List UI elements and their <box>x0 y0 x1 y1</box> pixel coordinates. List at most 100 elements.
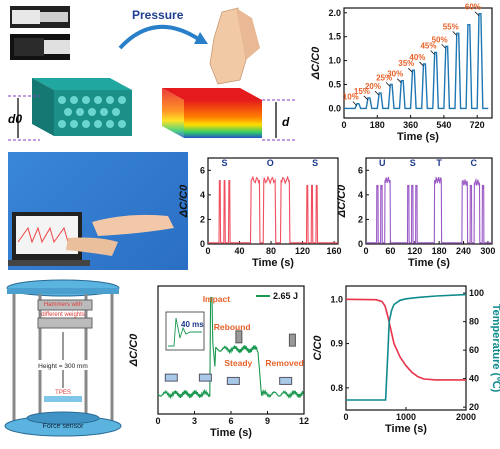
step-arrow <box>419 61 424 67</box>
y-tick-label: 4 <box>200 190 205 200</box>
y-right-tick-label: 20 <box>469 402 479 412</box>
step-arrow <box>474 11 480 17</box>
x-tick-label: 300 <box>480 246 495 256</box>
pressure-step-label: 60% <box>465 3 481 12</box>
x-tick-label: 1000 <box>396 412 416 422</box>
x-tick-label: 160 <box>327 246 342 256</box>
step-arrow <box>363 95 369 101</box>
uncompressed-block <box>32 78 132 136</box>
x-tick-label: 240 <box>456 246 471 256</box>
y-tick-label: 1.0 <box>328 56 341 66</box>
x-axis-label: Time (s) <box>385 423 427 435</box>
y-tick-label: 0.0 <box>328 103 341 113</box>
compressed-block <box>162 88 262 138</box>
letter-label: S <box>312 158 318 168</box>
x-tick-label: 2000 <box>456 412 476 422</box>
rebound-label: Rebound <box>214 322 251 332</box>
laptop-and-hand-icon <box>8 212 174 266</box>
x-tick-label: 0 <box>155 416 160 426</box>
d0-label: d0 <box>8 112 22 126</box>
y-tick-label: 2.0 <box>328 8 341 18</box>
legend-label: 2.65 J <box>273 291 298 301</box>
sample-photos <box>10 6 70 60</box>
letter-label: S <box>222 158 228 168</box>
pressure-arrow-icon <box>118 24 202 50</box>
removed-label: Removed <box>265 358 303 368</box>
step-arrow <box>352 101 358 106</box>
pressure-step-label: 50% <box>432 35 448 44</box>
y-axis-label: ΔC/C0 <box>178 184 190 218</box>
pressure-series-line <box>344 13 489 110</box>
hammer-icon <box>235 330 243 344</box>
y-tick-label: 2 <box>358 214 363 224</box>
y-tick-label: 6 <box>358 165 363 175</box>
x-tick-label: 180 <box>432 246 447 256</box>
plot-frame <box>343 7 493 119</box>
x-axis-label: Time (s) <box>397 131 439 143</box>
capacitance-series-line <box>345 298 466 381</box>
letter-label: S <box>410 158 416 168</box>
step-arrow <box>385 82 391 87</box>
x-tick-label: 6 <box>228 416 233 426</box>
y-tick-label: 0.9 <box>330 339 343 349</box>
y-axis-label: ΔC/C0 <box>128 333 140 367</box>
inset-line <box>168 317 202 347</box>
hammer-icon <box>288 333 296 347</box>
chart-b-pressure-steps: 0 180 360 540 720 0.0 0.5 1.0 1.5 2.0 Time (s) ΔC/C… <box>310 3 493 143</box>
pressure-step-label: 45% <box>420 41 436 50</box>
finger-icon <box>209 7 260 85</box>
impact-series-line <box>157 297 304 400</box>
pressure-step-label: 25% <box>376 74 392 83</box>
pressure-step-label: 40% <box>409 53 425 62</box>
block-icon <box>279 376 293 385</box>
y-right-tick-label: 100 <box>469 288 484 298</box>
y-tick-label: 4 <box>358 190 363 200</box>
x-tick-label: 540 <box>436 120 451 130</box>
letter-label: T <box>436 158 442 168</box>
inset-label: 40 ms <box>181 320 204 329</box>
pressure-step-label: 30% <box>387 70 403 79</box>
y-axis-label: C/C0 <box>312 335 324 361</box>
x-tick-label: 40 <box>235 246 245 256</box>
letter-label: U <box>379 158 386 168</box>
x-axis-label: Time (s) <box>252 257 294 269</box>
drop-tower-illustration: Hammers with different weights Height = … <box>4 279 122 437</box>
letter-label: O <box>267 158 274 168</box>
x-tick-label: 360 <box>403 120 418 130</box>
x-tick-label: 12 <box>299 416 309 426</box>
plot-frame <box>345 285 467 411</box>
step-arrow <box>374 90 380 96</box>
y-axis-label: ΔC/C0 <box>336 184 348 218</box>
block-icon <box>198 373 212 382</box>
x-tick-label: 180 <box>370 120 385 130</box>
chart-h-temperature: 0 1000 2000 0.8 0.9 1.0 Time (s) C/C0 20 40 60 80 10… <box>312 285 500 435</box>
hammers-label-2: different weights <box>41 312 85 318</box>
step-arrow <box>452 31 457 36</box>
x-axis-label: Time (s) <box>408 257 450 269</box>
x-tick-label: 9 <box>265 416 270 426</box>
y-tick-label: 1.0 <box>330 294 343 304</box>
block-icon <box>226 376 240 385</box>
x-tick-label: 80 <box>266 246 276 256</box>
temperature-series-line <box>346 293 467 401</box>
x-tick-label: 0 <box>343 412 348 422</box>
x-tick-label: 60 <box>385 246 395 256</box>
y-tick-label: 2 <box>200 214 205 224</box>
y-right-tick-label: 80 <box>469 317 479 327</box>
y-axis-label: ΔC/C0 <box>310 46 322 80</box>
x-tick-label: 0 <box>363 246 368 256</box>
steady-label: Steady <box>224 358 252 368</box>
pressure-step-label: 15% <box>354 87 370 96</box>
y-right-axis-label: Temperature (℃) <box>490 304 500 393</box>
hammers-label-1: Hammers with <box>44 302 82 308</box>
chart-g-impact: 0 3 6 9 12 Time (s) ΔC/C0 2.65 J 40 ms Impact Rebo… <box>128 285 309 439</box>
y-right-tick-label: 60 <box>469 345 479 355</box>
chart-e-ustc: 0 60 120 180 240 300 0 2 4 6 Time (s) ΔC/C0 U S T C <box>336 157 495 269</box>
y-tick-label: 1.5 <box>328 32 341 42</box>
morse-signal-line <box>208 175 338 244</box>
d-label: d <box>282 115 290 129</box>
x-tick-label: 0 <box>205 246 210 256</box>
letter-label: C <box>470 158 477 168</box>
x-axis-label: Time (s) <box>210 427 252 439</box>
panel-a: Pressure d0 <box>0 0 310 150</box>
